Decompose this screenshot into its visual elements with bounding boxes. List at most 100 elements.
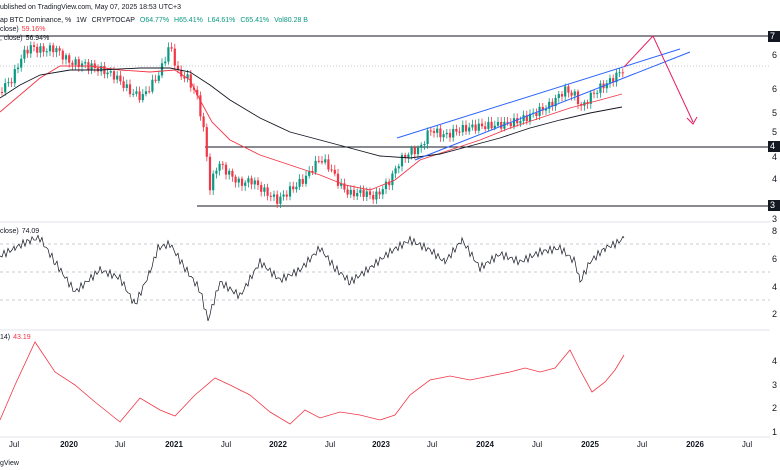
candle-body <box>234 176 237 183</box>
candle-body <box>141 94 144 101</box>
candle-body <box>356 192 359 197</box>
candle-body <box>423 143 426 145</box>
published-line: ublished on TradingView.com, May 07, 202… <box>0 3 184 12</box>
candle-body <box>77 59 80 67</box>
candle-body <box>336 173 340 186</box>
candle-body <box>269 195 272 197</box>
candle-body <box>167 47 170 62</box>
x-axis-label: 2021 <box>165 440 183 449</box>
candle-body <box>320 161 324 163</box>
candle-body <box>442 134 445 138</box>
candle-body <box>42 46 45 52</box>
candle-body <box>461 124 464 133</box>
published-text: ublished on TradingView.com, May 07, 202… <box>0 4 182 11</box>
candle-body <box>282 194 285 197</box>
ma-slow-value: 56.94% <box>25 35 50 42</box>
candle-body <box>288 186 292 197</box>
candle-body <box>464 124 468 132</box>
candle-body <box>170 47 173 49</box>
candle-body <box>64 55 68 60</box>
candle-body <box>477 123 480 131</box>
candle-body <box>445 132 448 135</box>
candle-body <box>272 194 276 197</box>
candle-body <box>391 173 394 186</box>
candle-body <box>208 156 212 191</box>
rsi-value: 74.09 <box>21 228 40 235</box>
candle-body <box>480 123 484 127</box>
candle-body <box>570 92 573 96</box>
candle-body <box>20 58 23 68</box>
candle-body <box>314 160 317 173</box>
candle-body <box>224 164 228 175</box>
footer-text: gView <box>0 460 19 467</box>
candle-body <box>458 131 461 133</box>
candle-body <box>381 189 384 195</box>
ma-slow-line <box>0 67 623 159</box>
price-level-label-bottom: 3 <box>768 200 780 211</box>
candle-body <box>359 189 362 193</box>
candle-body <box>327 159 330 170</box>
candle-body <box>180 69 183 77</box>
candle-body <box>544 108 548 111</box>
candle-body <box>420 144 423 148</box>
candle-body <box>372 194 375 200</box>
candle-body <box>410 147 413 155</box>
candle-body <box>247 178 250 183</box>
channel-upper-line <box>396 48 681 139</box>
volume: Vol80.28 B <box>274 17 308 24</box>
candle-body <box>266 187 269 196</box>
candle-body <box>551 101 554 107</box>
candle-body <box>61 50 64 60</box>
candle-body <box>0 92 4 93</box>
candle-body <box>365 191 368 197</box>
candle-body <box>413 147 416 155</box>
ohlc-close: C65.41% <box>240 17 270 24</box>
candle-body <box>29 45 32 54</box>
candle-body <box>519 121 522 124</box>
candle-body <box>404 154 407 158</box>
candle-body <box>324 159 327 163</box>
adx-axis-label: 1 <box>771 427 777 437</box>
candle-body <box>308 170 311 176</box>
candle-body <box>279 196 282 204</box>
candle-body <box>388 181 391 186</box>
candle-body <box>100 65 103 72</box>
adx-label: 14) <box>0 334 11 341</box>
candle-body <box>506 121 509 124</box>
candle-body <box>429 130 432 132</box>
candle-body <box>522 115 525 122</box>
x-axis-label: 2022 <box>269 440 287 449</box>
candle-body <box>292 186 295 190</box>
rsi-axis-label: 8 <box>771 226 777 236</box>
candle-body <box>621 72 624 74</box>
candle-body <box>215 170 218 174</box>
candle-body <box>132 93 135 95</box>
candle-body <box>468 127 471 132</box>
candle-body <box>343 183 346 190</box>
candle-body <box>330 169 333 171</box>
candle-body <box>346 189 349 195</box>
candle-body <box>436 128 439 133</box>
candle-body <box>80 63 84 67</box>
candle-body <box>148 91 151 93</box>
candle-body <box>496 121 500 126</box>
candle-body <box>68 55 71 63</box>
candle-body <box>596 92 599 94</box>
candle-body <box>199 95 202 117</box>
adx-legend: 14) 43.19 <box>0 333 34 342</box>
candle-body <box>196 89 199 96</box>
candle-body <box>564 86 567 97</box>
candle-body <box>397 166 400 169</box>
price-axis-label: 6 <box>771 84 777 94</box>
adx-axis-label: 2 <box>771 403 777 413</box>
price-level-label-mid: 4 <box>768 141 780 152</box>
x-axis-label: 2023 <box>372 440 390 449</box>
x-axis-label: 2025 <box>581 440 599 449</box>
candle-body <box>218 163 221 171</box>
candle-body <box>263 187 266 192</box>
projection-path <box>623 35 694 123</box>
candle-body <box>416 147 420 155</box>
candle-body <box>128 84 132 95</box>
rsi-axis-label: 2 <box>771 309 777 319</box>
candle-body <box>74 59 77 65</box>
